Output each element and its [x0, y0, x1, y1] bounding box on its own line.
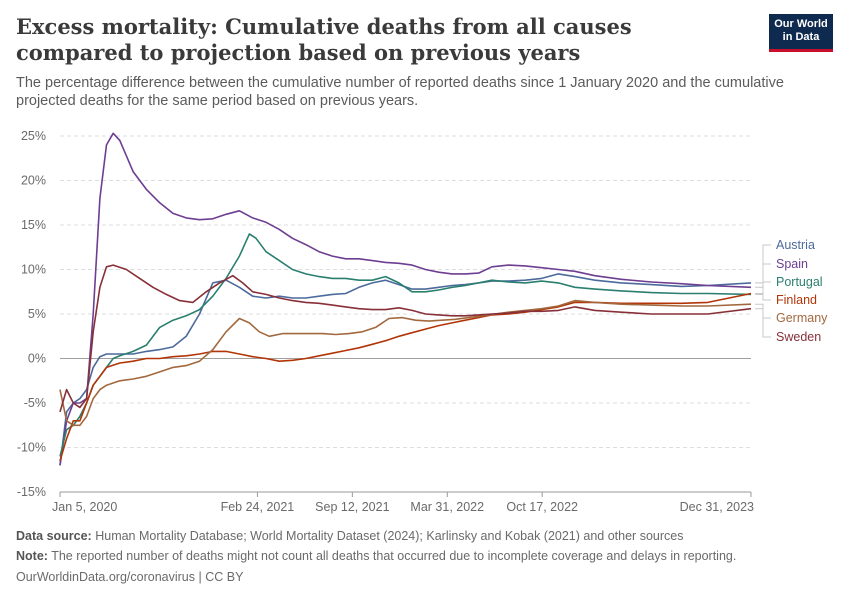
- data-note-text: The reported number of deaths might not …: [51, 549, 737, 563]
- series-lines: [59, 132, 752, 466]
- legend-connector-portugal: [755, 281, 771, 295]
- data-note-label: Note:: [16, 549, 48, 563]
- y-tick-label: 20%: [21, 174, 46, 188]
- x-tick-label: Jan 5, 2020: [52, 500, 117, 514]
- logo-line-1: Our World: [774, 18, 828, 30]
- source-url-link[interactable]: OurWorldinData.org/coronavirus | CC BY: [16, 570, 244, 584]
- legend-label-austria[interactable]: Austria: [776, 238, 815, 252]
- y-tick-label: -10%: [17, 441, 46, 455]
- series-line-spain: [59, 132, 752, 466]
- chart-title: Excess mortality: Cumulative deaths from…: [16, 14, 632, 65]
- y-axis: -15% -10% -5% 0% 5% 10% 15% 20% 25%: [17, 129, 46, 499]
- legend-label-spain[interactable]: Spain: [776, 257, 808, 271]
- x-tick-label: Dec 31, 2023: [680, 500, 754, 514]
- series-line-austria: [59, 273, 752, 466]
- series-line-sweden: [59, 264, 752, 413]
- legend-label-finland[interactable]: Finland: [776, 293, 817, 307]
- data-source: Data source: Human Mortality Database; W…: [16, 529, 683, 543]
- y-tick-label: 5%: [28, 307, 46, 321]
- y-tick-label: 10%: [21, 263, 46, 277]
- legend-label-sweden[interactable]: Sweden: [776, 330, 821, 344]
- legend-connector-spain: [755, 263, 771, 288]
- series-line-finland: [59, 292, 752, 462]
- y-tick-label: -5%: [24, 396, 46, 410]
- data-note: Note: The reported number of deaths migh…: [16, 549, 736, 563]
- x-tick-label: Sep 12, 2021: [315, 500, 389, 514]
- data-source-label: Data source:: [16, 529, 92, 543]
- y-tick-label: -15%: [17, 485, 46, 499]
- x-tick-label: Feb 24, 2021: [221, 500, 295, 514]
- series-line-portugal: [59, 233, 752, 457]
- series-line-germany: [59, 299, 752, 427]
- chart-subtitle: The percentage difference between the cu…: [16, 75, 784, 109]
- legend: Austria Spain Portugal Finland Germany Sweden: [755, 238, 828, 344]
- y-tick-label: 25%: [21, 129, 46, 143]
- x-tick-label: Oct 17, 2022: [506, 500, 578, 514]
- legend-connector-sweden: [755, 308, 771, 338]
- legend-connector-finland: [755, 293, 771, 301]
- owid-logo[interactable]: Our World in Data: [769, 14, 833, 52]
- logo-line-2: in Data: [782, 31, 820, 43]
- x-axis: Jan 5, 2020 Feb 24, 2021 Sep 12, 2021 Mar 3…: [52, 491, 754, 514]
- x-tick-label: Mar 31, 2022: [410, 500, 484, 514]
- y-tick-label: 0%: [28, 352, 46, 366]
- legend-label-portugal[interactable]: Portugal: [776, 275, 823, 289]
- legend-label-germany[interactable]: Germany: [776, 311, 828, 325]
- data-source-text: Human Mortality Database; World Mortalit…: [95, 529, 684, 543]
- y-tick-label: 15%: [21, 218, 46, 232]
